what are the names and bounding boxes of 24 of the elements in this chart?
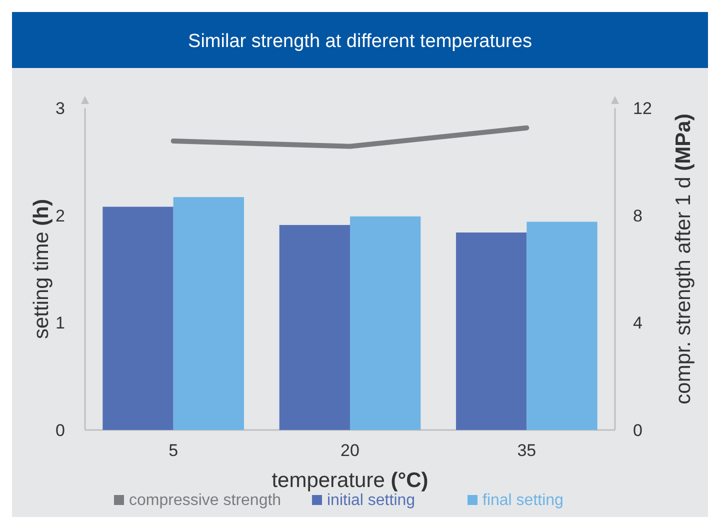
y2-tick-label: 0 (633, 421, 642, 440)
y2-tick-label: 8 (633, 206, 642, 226)
y-tick-label: 2 (56, 206, 65, 226)
y2-tick-label: 4 (633, 314, 642, 333)
bar (102, 206, 174, 430)
legend-label: compressive strength (129, 492, 282, 509)
x-tick-label: 35 (517, 441, 536, 460)
legend-label: initial setting (327, 492, 416, 509)
bar (456, 232, 527, 430)
bar (350, 216, 421, 430)
legend-label: final setting (482, 492, 564, 509)
y2-axis-title: compr. strength after 1 d (MPa) (672, 114, 695, 404)
bar (526, 222, 598, 430)
y-tick-label: 0 (56, 421, 65, 440)
y-axis-title: setting time (h) (30, 198, 53, 340)
x-tick-label: 20 (340, 441, 360, 460)
bar (279, 224, 350, 430)
y2-tick-label: 12 (633, 99, 652, 118)
y-tick-label: 3 (56, 99, 65, 118)
x-axis-title: temperature (°C) (272, 469, 428, 492)
chart-title: Similar strength at different temperatures (188, 31, 532, 52)
x-tick-label: 5 (168, 441, 178, 460)
y-tick-label: 1 (56, 314, 65, 333)
bar (173, 197, 244, 430)
